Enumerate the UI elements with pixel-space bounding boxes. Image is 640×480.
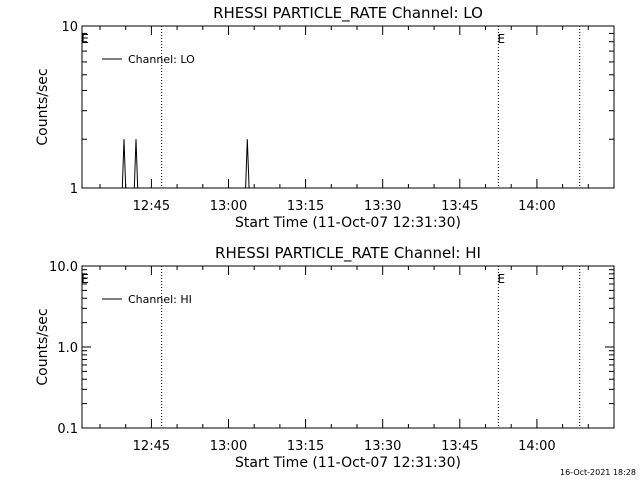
y-axis-label: Counts/sec	[35, 308, 51, 385]
y-tick-label: 10.0	[49, 260, 78, 275]
x-tick-label: 13:30	[364, 199, 401, 214]
y-tick-label: 0.1	[57, 422, 78, 437]
timestamp-footer: 16-Oct-2021 18:28	[560, 468, 636, 477]
x-tick-label: 14:00	[518, 199, 555, 214]
x-axis-label: Start Time (11-Oct-07 12:31:30)	[235, 215, 461, 231]
x-tick-label: 14:00	[518, 439, 555, 454]
x-tick-label: 13:45	[441, 439, 478, 454]
series-line-channel-lo	[82, 139, 614, 189]
x-tick-label: 13:00	[210, 439, 247, 454]
legend-label: Channel: HI	[128, 293, 192, 306]
x-axis-label: Start Time (11-Oct-07 12:31:30)	[235, 455, 461, 471]
event-marker-label: E	[81, 32, 89, 46]
y-tick-label: 10	[61, 20, 78, 35]
x-tick-label: 13:00	[210, 199, 247, 214]
x-tick-label: 12:45	[133, 439, 170, 454]
x-tick-label: 13:45	[441, 199, 478, 214]
chart-title: RHESSI PARTICLE_RATE Channel: LO	[213, 4, 483, 23]
x-tick-label: 13:15	[287, 439, 324, 454]
x-tick-label: 13:30	[364, 439, 401, 454]
event-marker-label: E	[498, 272, 506, 286]
panel-lo: RHESSI PARTICLE_RATE Channel: LO Counts/s…	[35, 4, 615, 231]
chart-title: RHESSI PARTICLE_RATE Channel: HI	[215, 244, 481, 263]
x-tick-label: 13:15	[287, 199, 324, 214]
y-tick-label: 1.0	[57, 341, 78, 356]
event-marker-label: E	[81, 272, 89, 286]
panel-hi: RHESSI PARTICLE_RATE Channel: HI Counts/s…	[35, 244, 615, 471]
legend-label: Channel: LO	[128, 53, 195, 66]
event-marker-label: E	[498, 32, 506, 46]
y-tick-label: 1	[70, 182, 78, 197]
x-tick-label: 12:45	[133, 199, 170, 214]
y-axis-label: Counts/sec	[35, 68, 51, 145]
